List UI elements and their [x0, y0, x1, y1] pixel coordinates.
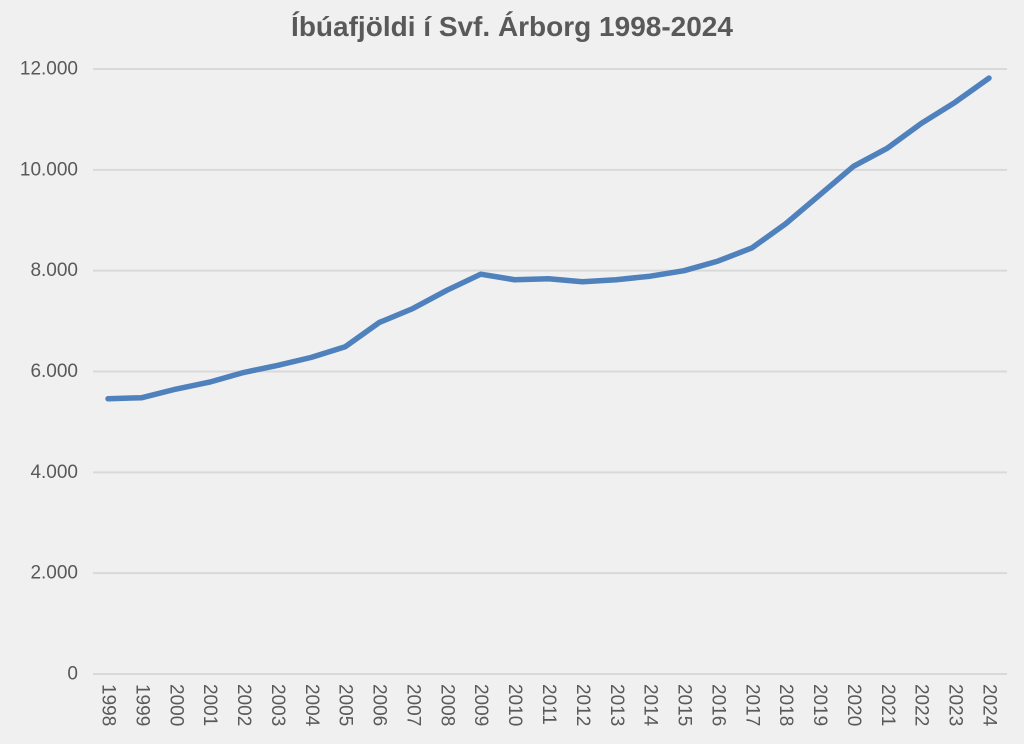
x-tick-label: 2009 — [470, 684, 491, 726]
y-tick-label: 6.000 — [30, 361, 78, 382]
x-tick-label: 2000 — [165, 684, 186, 726]
x-tick-label: 2020 — [843, 684, 864, 726]
x-tick-label: 2013 — [606, 684, 627, 726]
y-tick-label: 4.000 — [30, 462, 78, 483]
x-tick-label: 2014 — [640, 684, 661, 727]
y-tick-label: 8.000 — [30, 260, 78, 281]
x-tick-label: 2010 — [504, 684, 525, 726]
x-tick-label: 1998 — [98, 684, 119, 726]
y-tick-label: 2.000 — [30, 563, 78, 584]
x-tick-label: 2003 — [267, 684, 288, 726]
y-tick-label: 12.000 — [20, 59, 78, 80]
chart-title: Íbúafjöldi í Svf. Árborg 1998-2024 — [291, 11, 733, 42]
y-tick-label: 0 — [67, 664, 78, 685]
x-tick-label: 2016 — [707, 684, 728, 726]
x-tick-label: 2012 — [572, 684, 593, 726]
x-tick-label: 2006 — [369, 684, 390, 726]
x-tick-label: 2019 — [809, 684, 830, 726]
x-tick-label: 2023 — [945, 684, 966, 726]
x-tick-label: 2018 — [775, 684, 796, 726]
x-tick-label: 2015 — [674, 684, 695, 726]
x-tick-label: 2021 — [877, 684, 898, 726]
x-tick-label: 2017 — [741, 684, 762, 726]
x-tick-label: 2024 — [979, 684, 1000, 727]
x-tick-label: 2001 — [199, 684, 220, 726]
x-tick-label: 2004 — [301, 684, 322, 727]
x-tick-label: 2011 — [538, 684, 559, 725]
x-tick-label: 2008 — [436, 684, 457, 726]
x-tick-label: 1999 — [131, 684, 152, 726]
x-tick-label: 2002 — [233, 684, 254, 726]
population-series-line — [105, 75, 992, 402]
y-tick-label: 10.000 — [20, 159, 78, 180]
x-tick-label: 2022 — [911, 684, 932, 726]
x-tick-label: 2005 — [335, 684, 356, 726]
x-tick-label: 2007 — [402, 684, 423, 726]
